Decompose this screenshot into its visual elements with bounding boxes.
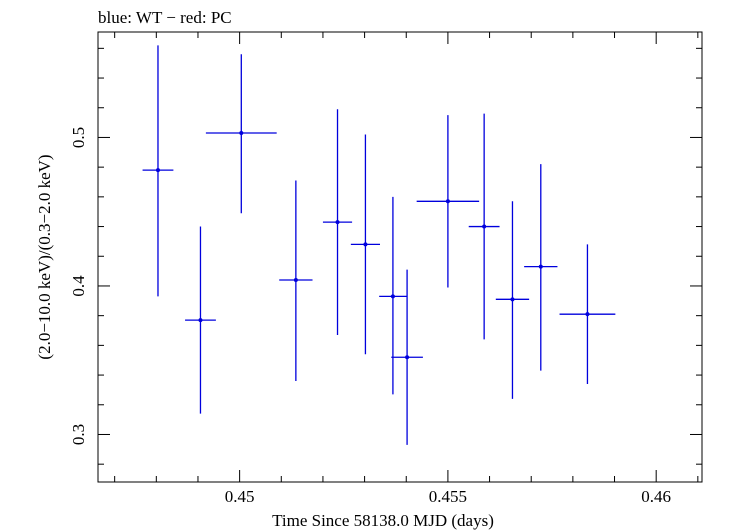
point-marker (585, 312, 590, 317)
point-marker (482, 224, 487, 229)
data-series (142, 45, 616, 445)
data-point (185, 226, 216, 414)
data-point (524, 164, 558, 371)
point-marker (293, 278, 298, 283)
y-tick-label: 0.4 (69, 275, 88, 297)
data-point (468, 113, 500, 340)
point-marker (405, 355, 410, 360)
x-axis-label: Time Since 58138.0 MJD (days) (272, 511, 494, 530)
data-point (322, 109, 353, 335)
data-point (495, 201, 530, 399)
x-tick-label: 0.45 (225, 487, 255, 506)
data-point (142, 45, 174, 297)
plot-frame (97, 31, 703, 483)
point-marker (239, 130, 244, 135)
data-point (279, 180, 313, 382)
data-point (379, 196, 407, 395)
data-point (559, 244, 616, 384)
point-marker (198, 318, 203, 323)
data-point (350, 134, 381, 355)
point-marker (363, 242, 368, 247)
point-marker (390, 294, 395, 299)
y-axis-ticks (98, 47, 702, 465)
data-point (205, 54, 277, 214)
point-marker (510, 297, 515, 302)
x-tick-label: 0.46 (641, 487, 671, 506)
data-point (391, 269, 423, 445)
data-point (416, 115, 480, 288)
point-marker (335, 220, 340, 225)
x-tick-label: 0.455 (429, 487, 467, 506)
y-axis-label: (2.0−10.0 keV)/(0.3−2.0 keV) (35, 154, 54, 359)
point-marker (155, 168, 160, 173)
y-tick-label: 0.3 (69, 424, 88, 445)
point-marker (445, 199, 450, 204)
x-axis-ticks (114, 32, 699, 482)
y-axis-tick-labels: 0.3 0.4 0.5 (69, 127, 88, 445)
point-marker (538, 264, 543, 269)
y-tick-label: 0.5 (69, 127, 88, 148)
chart-title: blue: WT − red: PC (98, 8, 232, 27)
x-axis-tick-labels: 0.45 0.455 0.46 (225, 487, 671, 506)
